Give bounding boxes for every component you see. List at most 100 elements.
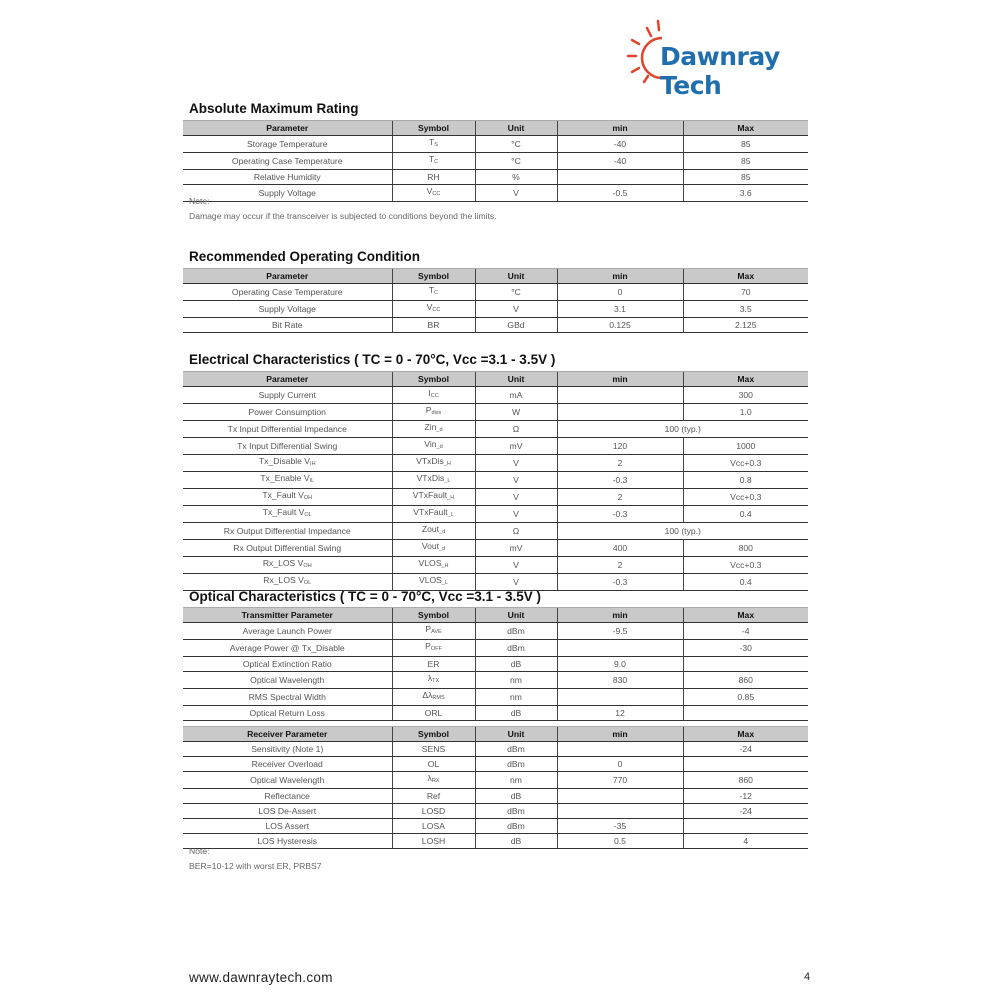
column-header: Unit <box>474 607 557 623</box>
table-row: Average Launch Power PAVE dBm -9.5 -4 <box>183 622 808 640</box>
spec-table: Parameter Symbol Unit min Max Storage Tempera… <box>183 120 808 202</box>
cell-text: VTxFault <box>412 490 448 500</box>
table-cell: % <box>474 169 557 185</box>
table-cell: 2 <box>556 454 683 472</box>
table-cell: LOS Assert <box>183 818 392 834</box>
cell-text: Vin <box>424 439 437 449</box>
table-cell: Supply Current <box>183 386 392 404</box>
table-cell: 830 <box>556 671 683 689</box>
table-cell: dB <box>474 833 557 849</box>
cell-text: 100 (typ.) <box>664 525 701 536</box>
table-cell: Receiver Overload <box>183 756 392 772</box>
table-cell: Supply Voltage <box>183 184 392 202</box>
table-cell: dBm <box>474 803 557 819</box>
table-cell: dB <box>474 788 557 804</box>
column-header: Symbol <box>391 120 475 136</box>
subscript: IH <box>310 461 316 467</box>
column-header: Transmitter Parameter <box>183 607 392 623</box>
table-cell: RMS Spectral Width <box>183 688 392 706</box>
subscript: _H <box>443 461 451 467</box>
table-row: Tx_Fault VOH VTxFault_H V 2 Vcc+0.3 <box>183 488 808 506</box>
table-cell: dBm <box>474 741 557 757</box>
table-cell: V <box>474 454 557 472</box>
cell-text: VLOS <box>418 558 442 568</box>
column-header: Parameter <box>183 371 392 387</box>
table-cell: Optical Return Loss <box>183 705 392 721</box>
table-cell: 800 <box>682 539 808 557</box>
cell-text: λ <box>427 673 433 683</box>
table-cell: 120 <box>556 437 683 455</box>
table-row: Tx_Disable VIH VTxDis_H V 2 Vcc+0.3 <box>183 454 808 472</box>
table-cell: BR <box>391 317 475 333</box>
table-cell: -0.3 <box>556 471 683 489</box>
column-header: min <box>556 607 683 623</box>
column-header: Symbol <box>391 607 475 623</box>
table-cell: VCC <box>391 300 475 318</box>
table-row: Operating Case Temperature TC °C 0 70 <box>183 283 808 301</box>
column-header: Unit <box>474 726 557 742</box>
table-cell: LOS Hysteresis <box>183 833 392 849</box>
table-cell: 2.125 <box>682 317 808 333</box>
table-cell: 770 <box>556 771 683 789</box>
table-cell: 4 <box>682 833 808 849</box>
table-cell: VTxFault_L <box>391 505 475 523</box>
table-cell: 860 <box>682 671 808 689</box>
table-header: Receiver Parameter Symbol Unit min Max <box>183 726 808 742</box>
cell-text: 100 (typ.) <box>664 423 701 434</box>
table-cell: Rx_LOS VOL <box>183 573 392 591</box>
table-cell: 100 (typ.) <box>556 522 808 540</box>
section-title: Absolute Maximum Rating <box>189 101 359 116</box>
subscript: OL <box>303 580 312 586</box>
table-row: Operating Case Temperature TC °C -40 85 <box>183 152 808 170</box>
table-row: Rx_LOS VOH VLOS_H V 2 Vcc+0.3 <box>183 556 808 574</box>
table-cell: 3.6 <box>682 184 808 202</box>
table-header: Transmitter Parameter Symbol Unit min Max <box>183 607 808 623</box>
spec-table: Parameter Symbol Unit min Max Supply Current I… <box>183 371 808 591</box>
subscript: OH <box>303 563 312 569</box>
table-cell: -30 <box>682 639 808 657</box>
table-cell: Tx_Disable VIH <box>183 454 392 472</box>
table-cell: Rx Output Differential Impedance <box>183 522 392 540</box>
subscript: _L <box>444 478 451 484</box>
cell-text: Rx_LOS V <box>262 558 304 568</box>
table-cell: Supply Voltage <box>183 300 392 318</box>
cell-text: T <box>428 154 435 164</box>
table-row: LOS Assert LOSA dBm -35 <box>183 818 808 834</box>
table-cell: 400 <box>556 539 683 557</box>
subscript: TX <box>432 678 440 684</box>
subscript: S <box>434 142 438 148</box>
cell-text: I <box>428 388 431 398</box>
table-cell: Average Power @ Tx_Disable <box>183 639 392 657</box>
table-cell: dB <box>474 656 557 672</box>
table-row: Optical Extinction Ratio ER dB 9.0 <box>183 656 808 672</box>
table-cell: ORL <box>391 705 475 721</box>
table-cell: -24 <box>682 803 808 819</box>
table-row: RMS Spectral Width ΔλRMS nm 0.85 <box>183 688 808 706</box>
table-cell: nm <box>474 688 557 706</box>
table-cell: VLOS_H <box>391 556 475 574</box>
table-cell: nm <box>474 771 557 789</box>
table-cell: Vcc+0.3 <box>682 556 808 574</box>
subscript: C <box>434 290 439 296</box>
table-cell: -35 <box>556 818 683 834</box>
table-cell: Operating Case Temperature <box>183 283 392 301</box>
table-cell: TC <box>391 152 475 170</box>
table-cell: mA <box>474 386 557 404</box>
table-cell: W <box>474 403 557 421</box>
table-row: Sensitivity (Note 1) SENS dBm -24 <box>183 741 808 757</box>
table-row: Bit Rate BR GBd 0.125 2.125 <box>183 317 808 333</box>
cell-text: V <box>426 186 433 196</box>
column-header: Max <box>682 371 808 387</box>
cell-text: Zin <box>424 422 437 432</box>
table-cell: 9.0 <box>556 656 683 672</box>
table-cell: °C <box>474 283 557 301</box>
column-header: Max <box>682 120 808 136</box>
column-header: Max <box>682 726 808 742</box>
table-cell: VTxFault_H <box>391 488 475 506</box>
table-cell <box>556 803 683 819</box>
column-header: Unit <box>474 268 557 284</box>
table-cell <box>556 386 683 404</box>
table-cell: PAVE <box>391 622 475 640</box>
table-cell <box>682 756 808 772</box>
table-cell: V <box>474 300 557 318</box>
